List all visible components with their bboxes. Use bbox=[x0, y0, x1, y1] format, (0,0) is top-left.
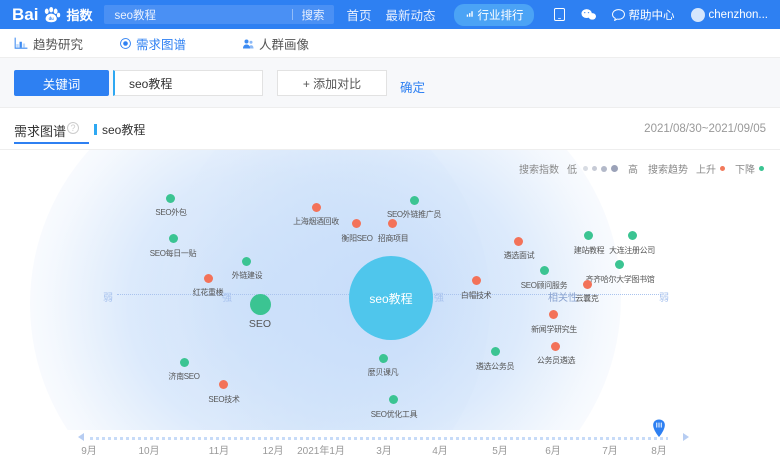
svg-text:du: du bbox=[49, 16, 55, 21]
